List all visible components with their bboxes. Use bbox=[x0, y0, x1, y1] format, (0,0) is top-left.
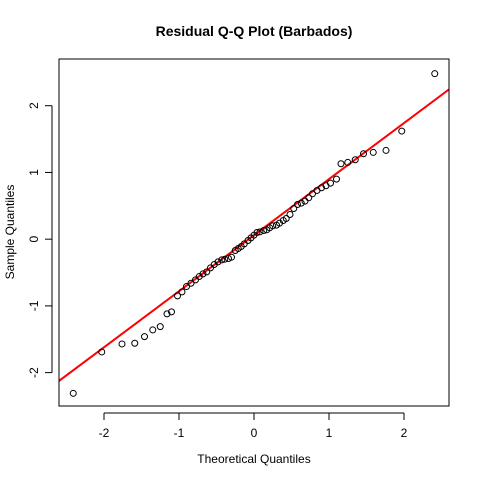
y-tick-label: 1 bbox=[27, 169, 41, 176]
data-point bbox=[218, 256, 226, 264]
data-point bbox=[305, 194, 313, 202]
data-point bbox=[286, 210, 294, 218]
data-point bbox=[174, 292, 181, 300]
data-point bbox=[337, 160, 345, 168]
y-tick-label: 0 bbox=[27, 236, 41, 243]
data-point bbox=[290, 204, 298, 212]
data-point bbox=[98, 348, 106, 356]
data-point bbox=[382, 146, 390, 154]
data-point bbox=[183, 283, 190, 291]
x-tick-label: 2 bbox=[401, 426, 408, 440]
data-point bbox=[327, 179, 334, 187]
data-point bbox=[297, 199, 305, 207]
x-axis-label: Theoretical Quantiles bbox=[197, 452, 310, 466]
data-point bbox=[344, 158, 352, 166]
y-axis-label: Sample Quantiles bbox=[3, 185, 17, 280]
x-tick-label: 0 bbox=[251, 426, 258, 440]
data-point bbox=[369, 148, 377, 156]
data-point bbox=[221, 255, 229, 263]
x-axis: -2 -1 0 1 2 bbox=[99, 412, 408, 440]
plot-frame bbox=[58, 58, 450, 407]
y-tick-label: -1 bbox=[27, 300, 41, 311]
data-point bbox=[163, 310, 171, 318]
data-point bbox=[141, 333, 148, 341]
data-point bbox=[149, 326, 157, 334]
data-point bbox=[360, 150, 367, 158]
data-point bbox=[187, 279, 195, 287]
data-point bbox=[398, 127, 406, 135]
reference-line bbox=[59, 88, 449, 382]
data-point bbox=[253, 229, 261, 236]
data-point bbox=[156, 323, 164, 331]
data-point bbox=[131, 339, 139, 347]
data-point bbox=[333, 175, 340, 183]
data-point bbox=[203, 268, 211, 276]
y-axis: -2 -1 0 1 2 bbox=[27, 102, 53, 378]
data-point bbox=[351, 156, 359, 164]
chart-title: Residual Q-Q Plot (Barbados) bbox=[156, 23, 353, 39]
data-point bbox=[214, 258, 222, 266]
y-tick-label: 2 bbox=[27, 102, 41, 109]
data-point bbox=[168, 308, 175, 316]
data-point bbox=[309, 190, 316, 198]
y-tick-label: -2 bbox=[27, 367, 41, 378]
data-point bbox=[260, 226, 268, 234]
x-tick-label: 1 bbox=[326, 426, 333, 440]
data-point bbox=[318, 184, 325, 192]
data-point bbox=[118, 340, 126, 348]
data-point bbox=[294, 200, 301, 208]
data-point bbox=[199, 270, 207, 278]
x-tick-label: -1 bbox=[174, 426, 185, 440]
data-point bbox=[69, 389, 77, 397]
reference-line-group bbox=[59, 88, 449, 382]
data-point bbox=[256, 228, 264, 236]
data-point bbox=[431, 70, 439, 78]
data-point bbox=[178, 288, 186, 296]
points-group bbox=[69, 70, 439, 397]
data-point bbox=[282, 214, 290, 222]
x-tick-label: -2 bbox=[99, 426, 110, 440]
data-point bbox=[228, 253, 235, 261]
data-point bbox=[269, 222, 277, 230]
